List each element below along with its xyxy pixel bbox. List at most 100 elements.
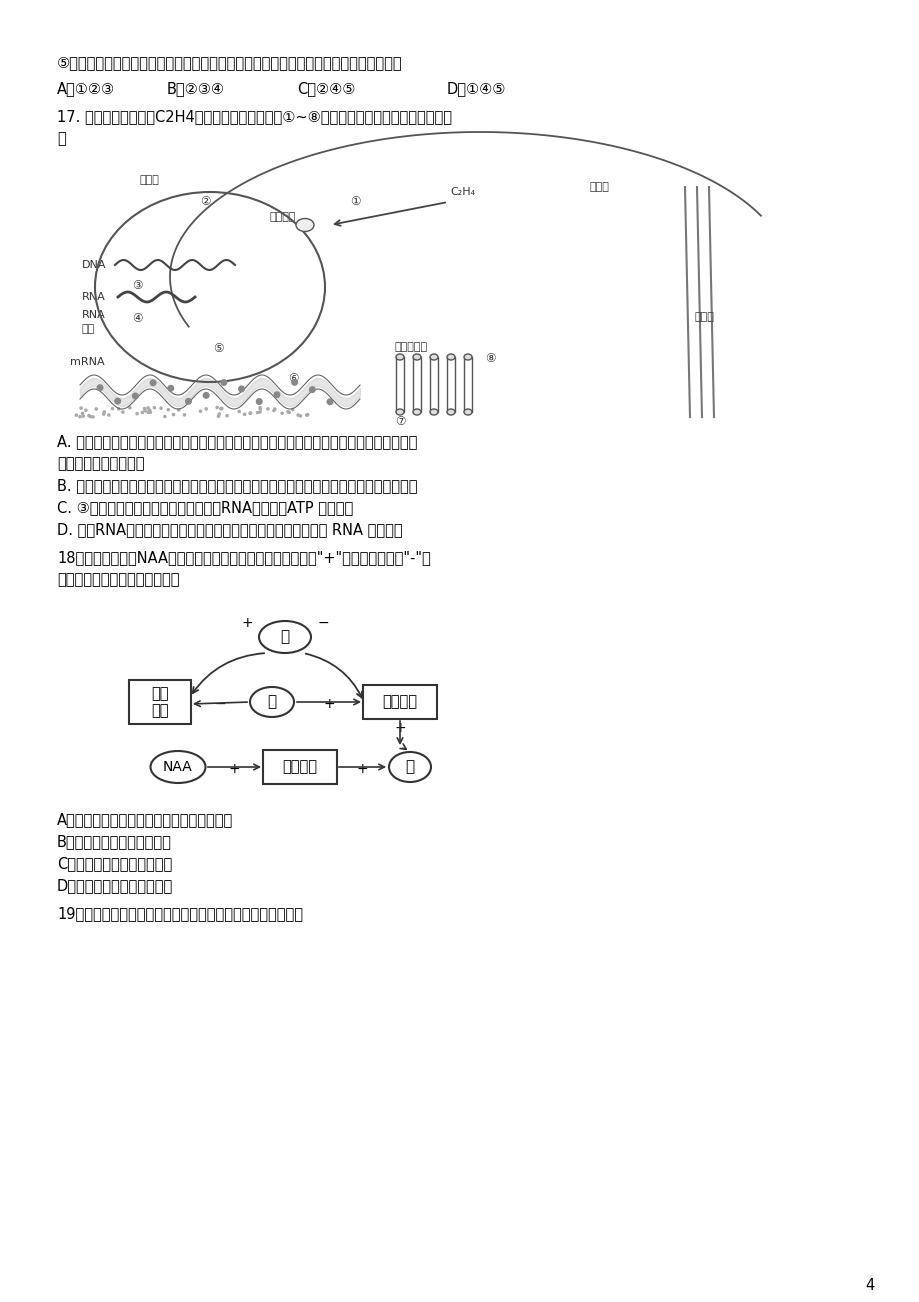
- Text: ⑦: ⑦: [394, 415, 404, 428]
- Circle shape: [143, 409, 147, 413]
- Circle shape: [221, 379, 227, 385]
- Text: A. 乙烯是一种植物激素，可以看出，它不是通过细胞膜的受体识别的，但可以通过细胞膜进: A. 乙烯是一种植物激素，可以看出，它不是通过细胞膜的受体识别的，但可以通过细胞…: [57, 434, 417, 449]
- Circle shape: [84, 409, 87, 411]
- Circle shape: [273, 391, 280, 398]
- Circle shape: [150, 379, 156, 387]
- Text: 丙: 丙: [405, 759, 414, 775]
- Circle shape: [219, 408, 222, 410]
- Circle shape: [255, 411, 259, 414]
- Circle shape: [135, 411, 139, 415]
- Circle shape: [296, 413, 300, 417]
- Bar: [429, 357, 437, 411]
- Text: 4: 4: [865, 1277, 874, 1293]
- Text: 细胞层: 细胞层: [589, 182, 609, 191]
- Circle shape: [121, 410, 125, 414]
- Ellipse shape: [463, 409, 471, 415]
- Text: +: +: [229, 762, 240, 776]
- Text: 活性受体: 活性受体: [269, 212, 296, 223]
- Text: +: +: [241, 616, 253, 630]
- Text: ③: ③: [131, 279, 142, 292]
- Text: C．乙、丙之间具有协同作用: C．乙、丙之间具有协同作用: [57, 855, 172, 871]
- Circle shape: [96, 384, 103, 391]
- Text: 细胞壁: 细胞壁: [694, 312, 714, 322]
- Circle shape: [183, 413, 186, 417]
- Ellipse shape: [413, 354, 421, 359]
- Circle shape: [95, 408, 98, 410]
- Circle shape: [258, 408, 262, 411]
- Text: 种子
休眠: 种子 休眠: [151, 686, 168, 719]
- Circle shape: [290, 408, 294, 411]
- Circle shape: [243, 413, 246, 417]
- Circle shape: [199, 409, 202, 413]
- Circle shape: [110, 406, 114, 410]
- Text: 18．甲、乙、丙及NAA等四种植物激素的作用模式如图，图中"+"表示促进作用，"-"表: 18．甲、乙、丙及NAA等四种植物激素的作用模式如图，图中"+"表示促进作用，"…: [57, 549, 430, 565]
- Ellipse shape: [447, 354, 455, 359]
- Circle shape: [102, 413, 106, 415]
- Bar: [413, 357, 421, 411]
- Ellipse shape: [447, 409, 455, 415]
- Text: 细胞核: 细胞核: [140, 174, 160, 185]
- Circle shape: [287, 410, 290, 414]
- Circle shape: [326, 398, 334, 405]
- Circle shape: [273, 408, 277, 411]
- Text: +: +: [323, 697, 335, 711]
- Text: 是: 是: [57, 132, 65, 146]
- Circle shape: [238, 385, 244, 392]
- Text: mRNA: mRNA: [70, 357, 105, 367]
- Text: B．甲、乙之间具有拮抗作用: B．甲、乙之间具有拮抗作用: [57, 835, 172, 849]
- Text: C．②④⑤: C．②④⑤: [297, 81, 355, 96]
- Circle shape: [102, 410, 106, 414]
- Circle shape: [237, 410, 241, 413]
- Circle shape: [306, 413, 309, 417]
- Text: B. 纤维素酶基因、纤维素酶、纤维素的基本组成单位分别是核糖核苷酸、氨基酸、葡萄糖。: B. 纤维素酶基因、纤维素酶、纤维素的基本组成单位分别是核糖核苷酸、氨基酸、葡萄…: [57, 478, 417, 493]
- Bar: [463, 357, 471, 411]
- Text: ⑤内环境渗透压的增高，使下丘脑某部位产生的兴奋通过轴突末梢传至大脑皮层产生渴觉: ⑤内环境渗透压的增高，使下丘脑某部位产生的兴奋通过轴突末梢传至大脑皮层产生渴觉: [57, 55, 403, 70]
- Circle shape: [87, 414, 91, 418]
- Circle shape: [266, 408, 269, 410]
- Text: 加工: 加工: [82, 324, 96, 335]
- Text: A．①②③: A．①②③: [57, 81, 115, 96]
- Circle shape: [74, 413, 78, 417]
- Circle shape: [258, 406, 262, 410]
- Ellipse shape: [395, 354, 403, 359]
- Circle shape: [258, 410, 262, 414]
- Text: C₂H₄: C₂H₄: [449, 187, 474, 197]
- Circle shape: [163, 415, 166, 418]
- Text: 19．下列对种群特征概念图所作的分析，判断正确的有（　）: 19．下列对种群特征概念图所作的分析，判断正确的有（ ）: [57, 906, 302, 921]
- Circle shape: [215, 406, 219, 409]
- Text: 示抑制作用，下列叙述错误的是: 示抑制作用，下列叙述错误的是: [57, 572, 179, 587]
- Circle shape: [249, 411, 252, 415]
- Circle shape: [286, 410, 289, 414]
- Circle shape: [280, 411, 284, 415]
- Circle shape: [217, 414, 220, 418]
- Circle shape: [304, 413, 308, 417]
- Circle shape: [114, 397, 121, 405]
- Text: 促进生长: 促进生长: [382, 694, 417, 710]
- Circle shape: [141, 410, 144, 414]
- Circle shape: [128, 406, 131, 410]
- Ellipse shape: [429, 354, 437, 359]
- Circle shape: [290, 379, 298, 385]
- Text: ②: ②: [199, 195, 210, 208]
- Text: ①: ①: [349, 195, 360, 208]
- Circle shape: [272, 409, 276, 413]
- Circle shape: [91, 415, 95, 419]
- Circle shape: [159, 406, 163, 410]
- Circle shape: [89, 415, 92, 418]
- Circle shape: [176, 408, 180, 411]
- Text: D．①④⑤: D．①④⑤: [447, 81, 505, 96]
- Text: 入细胞促进果实成熟。: 入细胞促进果实成熟。: [57, 456, 144, 471]
- Text: 纤维素酶等: 纤维素酶等: [394, 342, 427, 352]
- Circle shape: [146, 410, 150, 414]
- Circle shape: [107, 413, 110, 417]
- Ellipse shape: [296, 219, 313, 232]
- Circle shape: [148, 409, 152, 411]
- Circle shape: [204, 408, 208, 410]
- Circle shape: [225, 414, 229, 418]
- Circle shape: [299, 414, 302, 418]
- Ellipse shape: [429, 409, 437, 415]
- Circle shape: [149, 410, 152, 414]
- Text: A．甲、乙、丙皆为非蛋白质的小分子有机物: A．甲、乙、丙皆为非蛋白质的小分子有机物: [57, 812, 233, 827]
- Circle shape: [81, 411, 85, 415]
- Text: ⑧: ⑧: [484, 352, 494, 365]
